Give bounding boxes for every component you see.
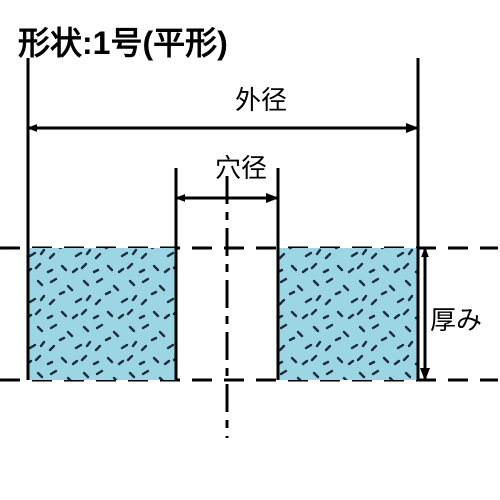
diagram-root: 形状:1号(平形) 外径 穴径 厚み xyxy=(0,0,500,500)
diagram-svg xyxy=(0,0,500,500)
cs-right xyxy=(278,248,418,380)
cs-left xyxy=(28,248,176,380)
